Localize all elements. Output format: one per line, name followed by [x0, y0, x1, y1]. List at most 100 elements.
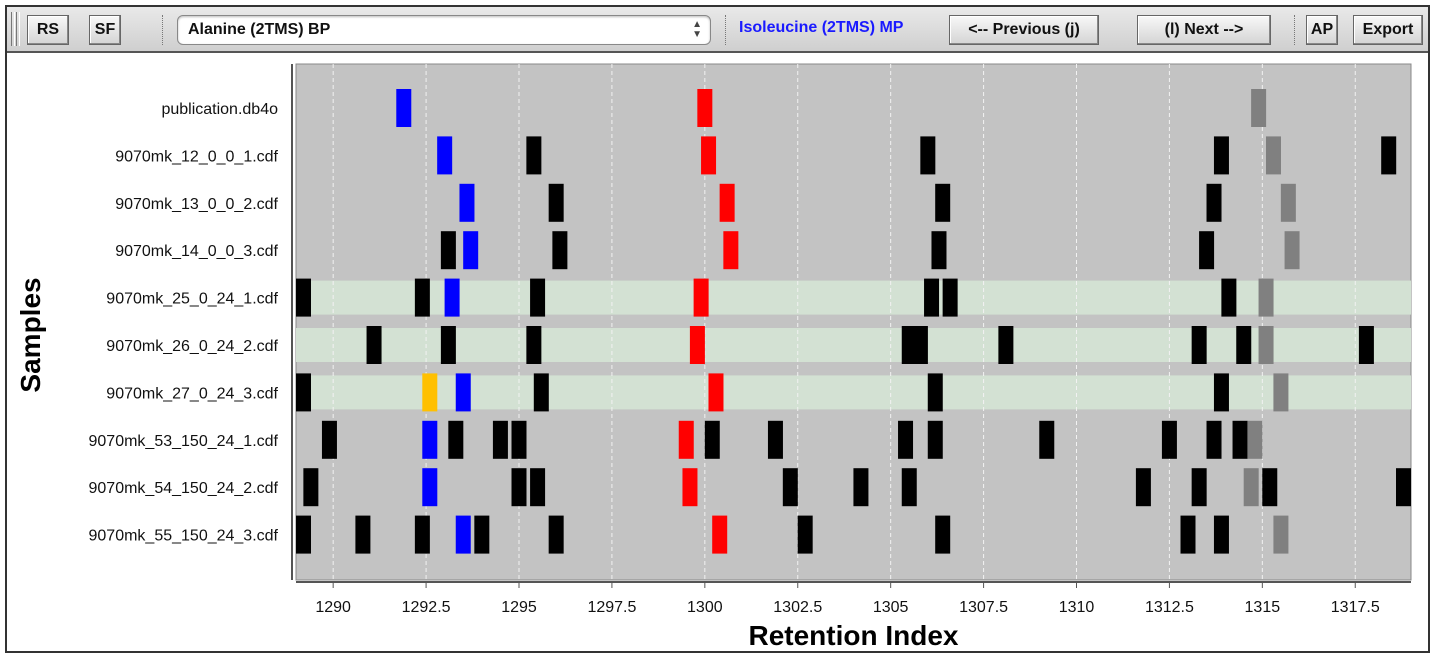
peak-marker-black[interactable] — [1381, 136, 1397, 175]
peak-marker-black[interactable] — [530, 278, 546, 317]
peak-marker-blue[interactable] — [422, 420, 438, 459]
peak-marker-gray[interactable] — [1273, 373, 1289, 412]
peak-marker-black[interactable] — [1199, 231, 1215, 270]
peak-marker-red[interactable] — [723, 231, 739, 270]
peak-marker-black[interactable] — [998, 326, 1014, 364]
compound-select[interactable]: Alanine (2TMS) BP ▲ ▼ — [177, 15, 711, 45]
peak-marker-blue[interactable] — [459, 183, 475, 222]
rs-button[interactable]: RS — [27, 15, 69, 45]
peak-marker-black[interactable] — [296, 515, 311, 554]
peak-marker-black[interactable] — [511, 468, 527, 507]
peak-marker-gray[interactable] — [1258, 278, 1274, 317]
sample-label: 9070mk_26_0_24_2.cdf — [106, 338, 278, 355]
peak-marker-gray[interactable] — [1280, 183, 1296, 222]
peak-marker-black[interactable] — [303, 468, 319, 507]
peak-marker-black[interactable] — [704, 420, 720, 459]
peak-marker-black[interactable] — [935, 515, 951, 554]
peak-marker-black[interactable] — [901, 468, 917, 507]
peak-marker-blue[interactable] — [444, 278, 460, 317]
peak-marker-black[interactable] — [1213, 136, 1229, 175]
peak-marker-black[interactable] — [440, 326, 456, 364]
peak-marker-black[interactable] — [448, 420, 464, 459]
peak-marker-blue[interactable] — [437, 136, 453, 175]
peak-marker-gray[interactable] — [1258, 326, 1274, 364]
peak-marker-gray[interactable] — [1284, 231, 1300, 270]
sf-button[interactable]: SF — [89, 15, 121, 45]
peak-marker-black[interactable] — [1213, 515, 1229, 554]
peak-marker-black[interactable] — [931, 231, 947, 270]
peak-marker-black[interactable] — [898, 420, 914, 459]
toolbar-grip[interactable] — [11, 12, 15, 46]
peak-marker-black[interactable] — [927, 420, 943, 459]
peak-marker-black[interactable] — [552, 231, 568, 270]
peak-marker-black[interactable] — [797, 515, 813, 554]
peak-marker-blue[interactable] — [463, 231, 479, 270]
peak-marker-black[interactable] — [942, 278, 958, 317]
peak-marker-black[interactable] — [1180, 515, 1196, 554]
peak-marker-red[interactable] — [689, 326, 705, 364]
peak-marker-gray[interactable] — [1265, 136, 1281, 175]
peak-marker-black[interactable] — [1206, 183, 1222, 222]
peak-marker-blue[interactable] — [455, 373, 471, 412]
peak-marker-black[interactable] — [1206, 420, 1222, 459]
peak-marker-black[interactable] — [414, 278, 430, 317]
peak-marker-black[interactable] — [474, 515, 490, 554]
peak-marker-black[interactable] — [526, 136, 542, 175]
peak-marker-black[interactable] — [533, 373, 549, 412]
peak-marker-black[interactable] — [511, 420, 527, 459]
peak-marker-black[interactable] — [1262, 468, 1278, 507]
peak-marker-red[interactable] — [719, 183, 735, 222]
peak-marker-black[interactable] — [526, 326, 542, 364]
peak-marker-gray[interactable] — [1273, 515, 1289, 554]
peak-marker-black[interactable] — [1232, 420, 1248, 459]
peak-marker-black[interactable] — [1213, 373, 1229, 412]
ap-button[interactable]: AP — [1306, 15, 1338, 45]
peak-marker-black[interactable] — [927, 373, 943, 412]
peak-marker-gray[interactable] — [1243, 468, 1259, 507]
peak-marker-black[interactable] — [912, 326, 928, 364]
peak-marker-black[interactable] — [366, 326, 382, 364]
peak-marker-black[interactable] — [1191, 468, 1207, 507]
peak-marker-red[interactable] — [712, 515, 728, 554]
peak-marker-gray[interactable] — [1247, 420, 1263, 459]
peak-marker-red[interactable] — [708, 373, 724, 412]
peak-marker-black[interactable] — [1191, 326, 1207, 364]
peak-marker-black[interactable] — [414, 515, 430, 554]
peak-marker-black[interactable] — [355, 515, 371, 554]
peak-marker-black[interactable] — [296, 373, 311, 412]
peak-marker-black[interactable] — [296, 278, 311, 317]
peak-marker-red[interactable] — [682, 468, 698, 507]
peak-marker-black[interactable] — [548, 183, 564, 222]
peak-marker-red[interactable] — [697, 89, 713, 127]
peak-marker-black[interactable] — [321, 420, 337, 459]
peak-marker-black[interactable] — [530, 468, 546, 507]
previous-button[interactable]: <-- Previous (j) — [949, 15, 1099, 45]
toolbar-grip[interactable] — [16, 12, 20, 46]
peak-marker-blue[interactable] — [396, 89, 412, 127]
peak-marker-black[interactable] — [935, 183, 951, 222]
peak-marker-black[interactable] — [1358, 326, 1374, 364]
peak-marker-black[interactable] — [782, 468, 798, 507]
export-button[interactable]: Export — [1353, 15, 1423, 45]
peak-marker-red[interactable] — [701, 136, 717, 175]
peak-marker-blue[interactable] — [422, 468, 438, 507]
peak-marker-black[interactable] — [767, 420, 783, 459]
peak-marker-black[interactable] — [1396, 468, 1411, 507]
peak-marker-red[interactable] — [678, 420, 694, 459]
peak-marker-black[interactable] — [920, 136, 936, 175]
peak-marker-black[interactable] — [492, 420, 508, 459]
next-button[interactable]: (l) Next --> — [1137, 15, 1271, 45]
peak-marker-black[interactable] — [1221, 278, 1237, 317]
peak-marker-black[interactable] — [1039, 420, 1055, 459]
peak-marker-yellow[interactable] — [422, 373, 438, 412]
peak-marker-black[interactable] — [1161, 420, 1177, 459]
peak-marker-red[interactable] — [693, 278, 709, 317]
peak-marker-black[interactable] — [1135, 468, 1151, 507]
peak-marker-black[interactable] — [853, 468, 869, 507]
peak-marker-black[interactable] — [548, 515, 564, 554]
peak-marker-gray[interactable] — [1251, 89, 1267, 127]
peak-marker-black[interactable] — [440, 231, 456, 270]
peak-marker-blue[interactable] — [455, 515, 471, 554]
peak-marker-black[interactable] — [924, 278, 940, 317]
peak-marker-black[interactable] — [1236, 326, 1252, 364]
